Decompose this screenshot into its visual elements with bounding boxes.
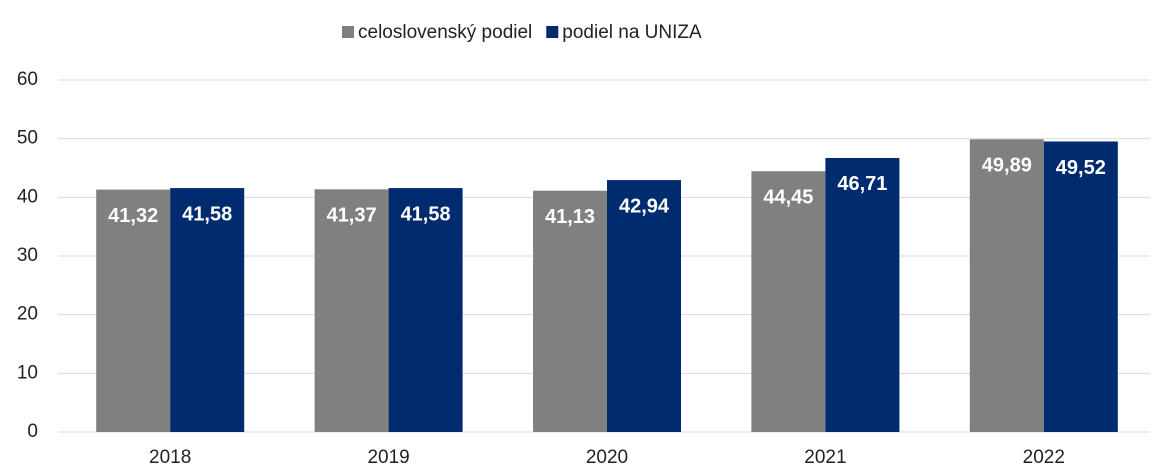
x-tick-label: 2018: [149, 447, 191, 468]
value-label: 41,13: [545, 206, 595, 228]
legend-swatch: [342, 26, 354, 38]
bar: [533, 190, 607, 432]
bar: [607, 180, 681, 432]
legend: celoslovenský podiel podiel na UNIZA: [342, 22, 702, 43]
value-label: 46,71: [837, 173, 887, 195]
bar: [170, 188, 245, 432]
y-tick-label: 20: [17, 304, 38, 325]
value-label: 41,58: [401, 203, 451, 225]
y-tick-label: 30: [17, 245, 38, 266]
legend-label: celoslovenský podiel: [358, 22, 532, 43]
value-label: 44,45: [763, 187, 813, 209]
legend-label: podiel na UNIZA: [562, 22, 702, 43]
bar: [388, 188, 463, 432]
y-tick-label: 0: [27, 421, 38, 442]
x-tick-label: 2020: [586, 447, 628, 468]
x-tick-label: 2019: [367, 447, 409, 468]
bar: [1043, 141, 1118, 432]
x-tick-label: 2021: [804, 447, 846, 468]
legend-swatch: [546, 26, 559, 38]
bar: [969, 139, 1044, 432]
y-tick-label: 10: [17, 362, 38, 383]
bar: [751, 171, 826, 432]
value-label: 49,52: [1056, 157, 1106, 179]
value-label: 49,89: [982, 155, 1032, 177]
value-label: 42,94: [619, 195, 670, 217]
bar: [314, 189, 389, 432]
bar: [825, 157, 900, 432]
value-label: 41,58: [182, 203, 232, 225]
y-tick-label: 40: [17, 186, 38, 207]
value-label: 41,32: [108, 205, 158, 227]
y-tick-label: 60: [17, 69, 38, 90]
y-tick-label: 50: [17, 128, 38, 149]
x-tick-label: 2022: [1023, 447, 1065, 468]
bar: [96, 189, 171, 432]
value-label: 41,37: [327, 205, 377, 227]
